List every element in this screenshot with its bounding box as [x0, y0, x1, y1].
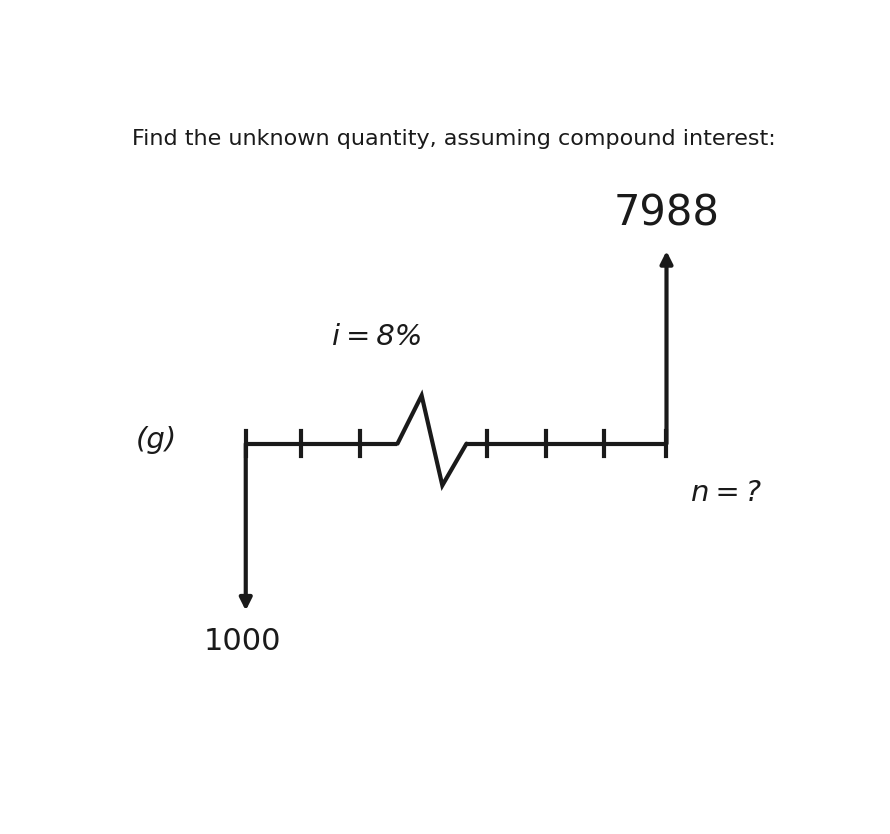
Text: n = ?: n = ?	[691, 479, 761, 507]
Text: (g): (g)	[135, 426, 176, 455]
Text: 1000: 1000	[204, 626, 281, 656]
Text: i = 8%: i = 8%	[332, 323, 422, 350]
Text: Find the unknown quantity, assuming compound interest:: Find the unknown quantity, assuming comp…	[132, 129, 776, 149]
Text: 7988: 7988	[613, 193, 719, 235]
